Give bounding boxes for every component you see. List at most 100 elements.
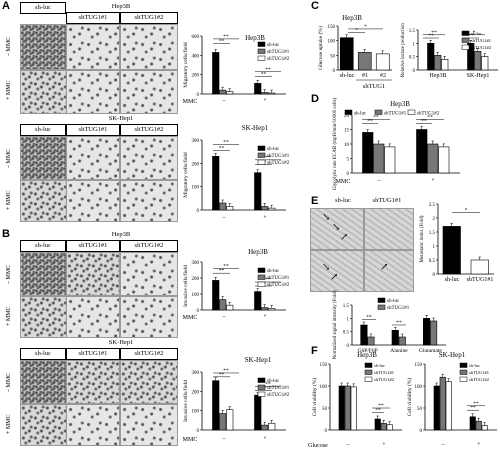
bar — [362, 132, 374, 174]
legend-label: sh-luc — [374, 363, 385, 368]
bar — [254, 291, 262, 311]
bar — [469, 416, 476, 431]
panel-letter-e: E — [311, 195, 319, 207]
y-tick-label: 2 — [433, 217, 436, 222]
y-tick-label: 0 — [197, 429, 200, 434]
legend-label: shTUG1#2 — [374, 377, 394, 382]
bar — [434, 55, 442, 71]
y-tick-label: 0 — [197, 209, 200, 214]
micrograph — [20, 252, 67, 296]
significance-label: ** — [223, 263, 229, 269]
x-tick-label: + — [263, 215, 267, 221]
tem-image — [364, 250, 414, 292]
tem-image — [364, 208, 414, 250]
header-hep3b: Hep3B — [111, 231, 131, 238]
header-sh-luc: sh-luc — [335, 197, 351, 204]
legend-swatch — [364, 362, 373, 368]
significance-label: ** — [473, 401, 479, 407]
bar — [219, 299, 227, 311]
panel-letter-b: B — [2, 228, 10, 240]
x-tick-label: Hep3B — [430, 73, 447, 79]
panel-letter-d: D — [311, 93, 319, 105]
y-tick-label: 100 — [328, 40, 336, 45]
micrograph — [66, 70, 120, 114]
y-tick-label: 0.5 — [409, 56, 416, 61]
x-tick-label: + — [263, 436, 267, 442]
significance-label: ** — [428, 33, 434, 39]
x-tick-label: Glutamate — [419, 348, 442, 354]
y-tick-label: 50 — [322, 407, 328, 412]
legend-swatch — [407, 109, 416, 115]
x-tick-label: + — [477, 442, 481, 448]
legend-swatch — [257, 55, 266, 61]
bar — [261, 307, 269, 311]
y-tick-label: 100 — [415, 385, 423, 390]
legend-label: sh-luc — [267, 269, 280, 274]
y-tick-label: 150 — [415, 363, 423, 368]
x-tick-label: SK-Hep1 — [467, 73, 490, 79]
legend-label: sh-luc — [354, 112, 367, 117]
significance-label: ** — [219, 39, 225, 45]
y-axis-label: Glycolytic rate ECAR (mpH/min/10000 cell… — [333, 97, 338, 190]
legend-swatch — [377, 297, 386, 303]
significance-label: ** — [261, 72, 267, 78]
micrograph — [20, 296, 67, 338]
y-tick-label: 100 — [192, 186, 200, 191]
significance-label: ** — [367, 119, 373, 125]
x-tick-label: Alanine — [390, 348, 408, 354]
header-shtug1-1: shTUG1#1 — [66, 12, 120, 24]
legend-label: shTUG1#2 — [267, 161, 290, 166]
bar — [481, 425, 488, 431]
bar — [442, 226, 461, 275]
legend-swatch — [459, 362, 468, 368]
bar — [268, 308, 276, 311]
x-tick-label: #2 — [380, 73, 386, 79]
bar — [427, 43, 435, 71]
arrow-icon: ↗ — [340, 232, 349, 243]
x-axis-title: MMC — [336, 179, 351, 185]
arrow-icon: ↗ — [380, 262, 389, 273]
y-tick-label: 200 — [192, 162, 200, 167]
header-sh-luc: sh-luc — [20, 240, 66, 252]
legend-label: sh-luc — [267, 43, 280, 48]
legend-label: shTUG1#1 — [267, 154, 290, 159]
y-axis-label: Invasive cells/field — [182, 265, 189, 307]
significance-label: ** — [375, 407, 381, 413]
significance-label: ** — [219, 268, 225, 274]
legend-label: shTUG1#1 — [387, 306, 410, 311]
x-tick-label: – — [222, 215, 227, 221]
y-tick-label: 0 — [347, 172, 350, 177]
chart-title: Hep3B — [390, 100, 410, 108]
y-tick-label: 10 — [344, 143, 350, 148]
bar — [384, 146, 396, 174]
significance-label: * — [465, 207, 468, 213]
y-tick-label: 200 — [192, 277, 200, 282]
micrograph — [120, 136, 178, 180]
y-axis-label: Metastatic index (Fold) — [420, 215, 425, 262]
y-tick-label: 300 — [192, 371, 200, 376]
legend-swatch — [461, 37, 470, 43]
arrow-icon: ↘ — [332, 222, 341, 233]
y-tick-label: 1.5 — [429, 231, 436, 236]
y-tick-label: 1 — [433, 245, 436, 250]
y-axis-label: Cell viability (%) — [311, 378, 318, 417]
y-tick-label: 100 — [192, 410, 200, 415]
micrograph — [20, 404, 67, 446]
arrow-icon: ↗ — [330, 272, 339, 283]
legend-label: sh-luc — [471, 31, 482, 36]
bar — [475, 420, 482, 431]
bar — [261, 206, 269, 211]
bar — [367, 336, 375, 346]
y-tick-label: 0 — [420, 429, 423, 434]
y-tick-label: 0 — [413, 69, 416, 74]
header-shtug1-1: shTUG1#1 — [66, 124, 120, 136]
chart-title: Hep3B — [245, 34, 265, 42]
x-tick-label: + — [431, 178, 435, 184]
significance-label: ** — [366, 315, 372, 321]
micrograph — [66, 136, 120, 180]
legend-swatch — [461, 30, 470, 36]
bar — [439, 376, 446, 431]
y-tick-label: 0 — [325, 429, 328, 434]
header-hep3b: Hep3B — [111, 3, 131, 10]
micrograph — [120, 360, 178, 404]
